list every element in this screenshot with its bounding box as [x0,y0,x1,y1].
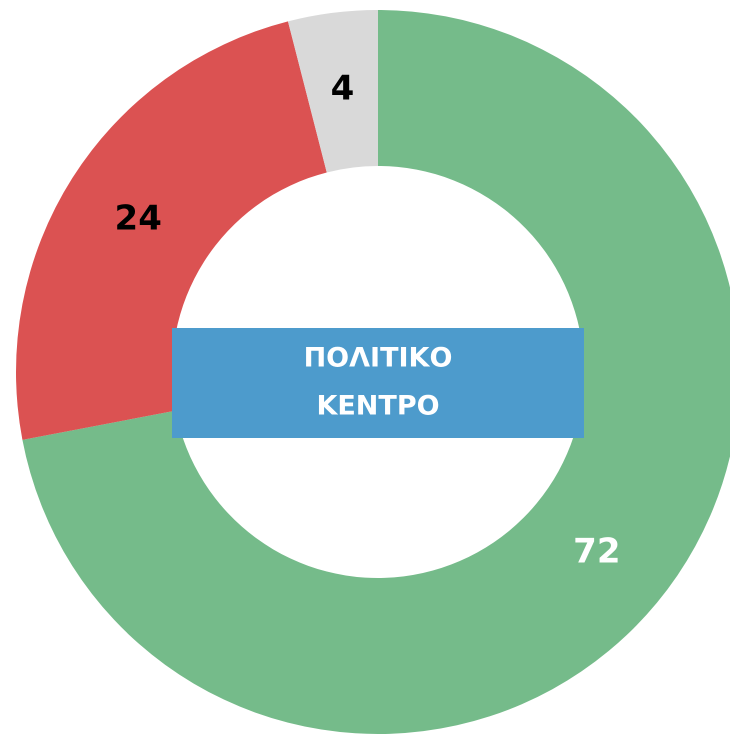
data-label: 24 [115,198,162,238]
donut-segment [287,10,378,173]
data-label: 72 [573,532,620,572]
center-band [172,328,584,438]
center-label: ΚΕΝΤΡΟ [316,391,439,422]
donut-segment [15,21,327,440]
data-label: 4 [331,69,355,109]
donut-segment [22,10,730,734]
center-label: ΠΟΛΙΤΙΚΟ [304,343,453,374]
